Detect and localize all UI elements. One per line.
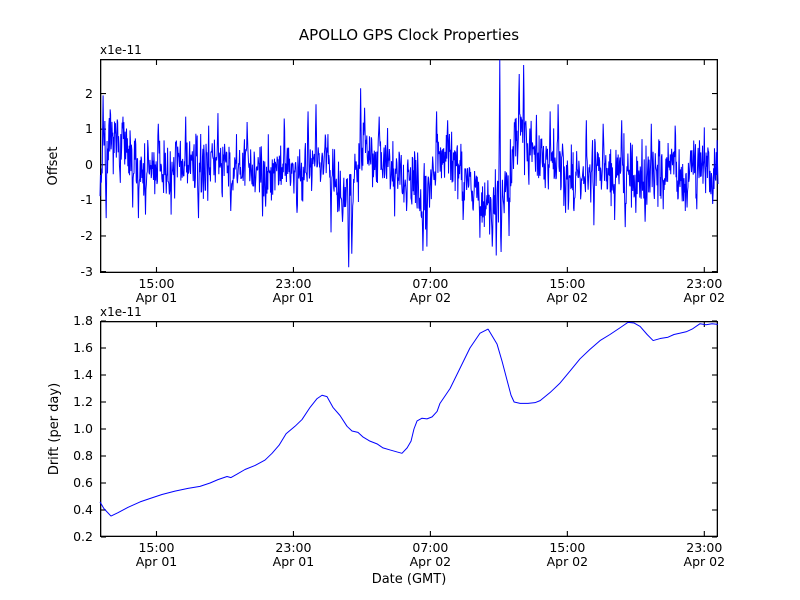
- x-tick-date: Apr 01: [135, 554, 178, 569]
- x-tick-date: Apr 02: [683, 554, 726, 569]
- x-tick-label: 23:00 Apr 01: [273, 541, 315, 569]
- x-tick-label: 07:00 Apr 02: [410, 277, 452, 305]
- x-tick-date: Apr 02: [409, 554, 452, 569]
- y-tick-label: 0.4: [73, 502, 93, 517]
- x-tick-date: Apr 02: [546, 290, 589, 305]
- y-tick-label: 0.2: [73, 529, 93, 544]
- y-tick-label: -2: [80, 227, 93, 243]
- xlabel-date-gmt: Date (GMT): [371, 572, 447, 587]
- x-tick-date: Apr 01: [135, 290, 178, 305]
- x-tick-time: 07:00: [412, 276, 449, 291]
- drift-axes: [99, 320, 719, 538]
- x-tick-label: 15:00 Apr 01: [136, 541, 178, 569]
- x-tick-label: 23:00 Apr 01: [273, 277, 315, 305]
- y-tick-label: 1.0: [73, 421, 93, 436]
- x-tick-date: Apr 02: [683, 290, 726, 305]
- x-tick-time: 23:00: [275, 540, 312, 555]
- x-tick-label: 07:00 Apr 02: [410, 541, 452, 569]
- x-tick-time: 15:00: [549, 276, 586, 291]
- drift-series-line: [99, 321, 719, 517]
- x-tick-time: 23:00: [275, 276, 312, 291]
- y-tick-label: 2: [85, 85, 93, 101]
- x-tick-date: Apr 01: [272, 554, 315, 569]
- y-tick-label: -3: [80, 263, 93, 279]
- x-tick-label: 23:00 Apr 02: [684, 277, 726, 305]
- y-tick-label: 0: [85, 156, 93, 172]
- offset-axes: [99, 58, 719, 273]
- y-tick-label: -1: [80, 192, 93, 208]
- y-tick-label: 1.2: [73, 394, 93, 409]
- offset-multiplier-top: x1e-11: [100, 43, 142, 57]
- x-tick-time: 15:00: [138, 540, 175, 555]
- x-tick-date: Apr 02: [546, 554, 589, 569]
- x-tick-label: 15:00 Apr 02: [547, 541, 589, 569]
- x-tick-time: 23:00: [686, 540, 723, 555]
- x-tick-time: 23:00: [686, 276, 723, 291]
- y-tick-label: 1.4: [73, 367, 93, 382]
- offset-multiplier-bottom: x1e-11: [100, 305, 142, 319]
- x-tick-label: 15:00 Apr 02: [547, 277, 589, 305]
- y-tick-label: 1: [85, 121, 93, 137]
- y-tick-label: 0.6: [73, 475, 93, 490]
- y-tick-label: 0.8: [73, 448, 93, 463]
- y-tick-label: 1.6: [73, 340, 93, 355]
- x-tick-time: 07:00: [412, 540, 449, 555]
- x-tick-date: Apr 02: [409, 290, 452, 305]
- y-tick-label: 1.8: [73, 313, 93, 328]
- offset-series-line: [99, 59, 719, 268]
- x-tick-time: 15:00: [138, 276, 175, 291]
- x-tick-label: 23:00 Apr 02: [684, 541, 726, 569]
- x-tick-date: Apr 01: [272, 290, 315, 305]
- x-tick-time: 15:00: [549, 540, 586, 555]
- x-tick-label: 15:00 Apr 01: [136, 277, 178, 305]
- chart-title: APOLLO GPS Clock Properties: [298, 26, 520, 44]
